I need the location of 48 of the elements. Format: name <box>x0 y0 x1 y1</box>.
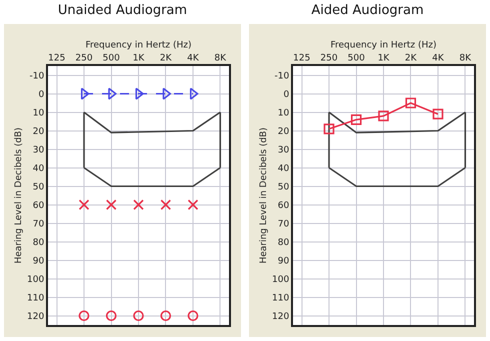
x-tick-label: 500 <box>102 53 120 64</box>
y-tick-label: 60 <box>32 200 44 211</box>
y-tick-label: 120 <box>272 312 290 322</box>
y-tick-label: 100 <box>272 274 290 285</box>
y-tick-label: 80 <box>278 238 290 248</box>
y-tick-label: 70 <box>278 219 290 230</box>
y-tick-label: 0 <box>38 90 44 100</box>
y-tick-label: 20 <box>278 126 290 137</box>
y-tick-label: 90 <box>32 256 44 266</box>
x-tick-label: 250 <box>320 53 338 64</box>
y-tick-label: 10 <box>32 108 44 118</box>
x-tick-label: 1K <box>378 53 390 64</box>
x-tick-label: 500 <box>348 53 366 64</box>
y-axis-title: Hearing Level in Decibels (dB) <box>258 127 269 264</box>
y-tick-label: 80 <box>32 238 44 248</box>
x-tick-label: 8K <box>459 53 472 64</box>
y-tick-label: -10 <box>29 71 44 82</box>
y-tick-label: 50 <box>32 182 44 192</box>
x-tick-label: 4K <box>432 53 445 64</box>
x-tick-label: 125 <box>48 53 66 64</box>
y-tick-label: 60 <box>278 200 290 211</box>
x-tick-label: 125 <box>293 53 310 64</box>
y-tick-label: 110 <box>27 293 44 304</box>
y-tick-label: 30 <box>32 145 44 156</box>
y-tick-label: 70 <box>32 219 44 230</box>
y-tick-label: 40 <box>278 164 290 174</box>
y-tick-label: 120 <box>27 312 44 322</box>
x-axis-title: Frequency in Hertz (Hz) <box>330 40 437 50</box>
chart-title: Aided Audiogram <box>310 2 425 20</box>
y-tick-label: 40 <box>32 164 44 174</box>
y-tick-label: 90 <box>278 256 290 266</box>
y-tick-label: 30 <box>278 145 290 156</box>
x-tick-label: 2K <box>160 53 173 64</box>
y-tick-label: 50 <box>278 182 290 192</box>
y-tick-label: 10 <box>278 108 290 118</box>
x-tick-label: 2K <box>404 53 418 64</box>
y-tick-label: 0 <box>283 90 290 100</box>
x-tick-label: 4K <box>187 53 200 64</box>
x-tick-label: 1K <box>132 53 146 64</box>
y-axis-title: Hearing Level in Decibels (dB) <box>14 127 24 264</box>
x-axis-title: Frequency in Hertz (Hz) <box>85 40 192 50</box>
y-tick-label: 100 <box>27 274 44 285</box>
y-tick-label: -10 <box>274 71 290 82</box>
x-tick-label: 250 <box>75 53 93 64</box>
y-tick-label: 110 <box>272 293 290 304</box>
x-tick-label: 8K <box>214 53 228 64</box>
chart-title: Unaided Audiogram <box>56 2 188 20</box>
y-tick-label: 20 <box>32 126 44 137</box>
